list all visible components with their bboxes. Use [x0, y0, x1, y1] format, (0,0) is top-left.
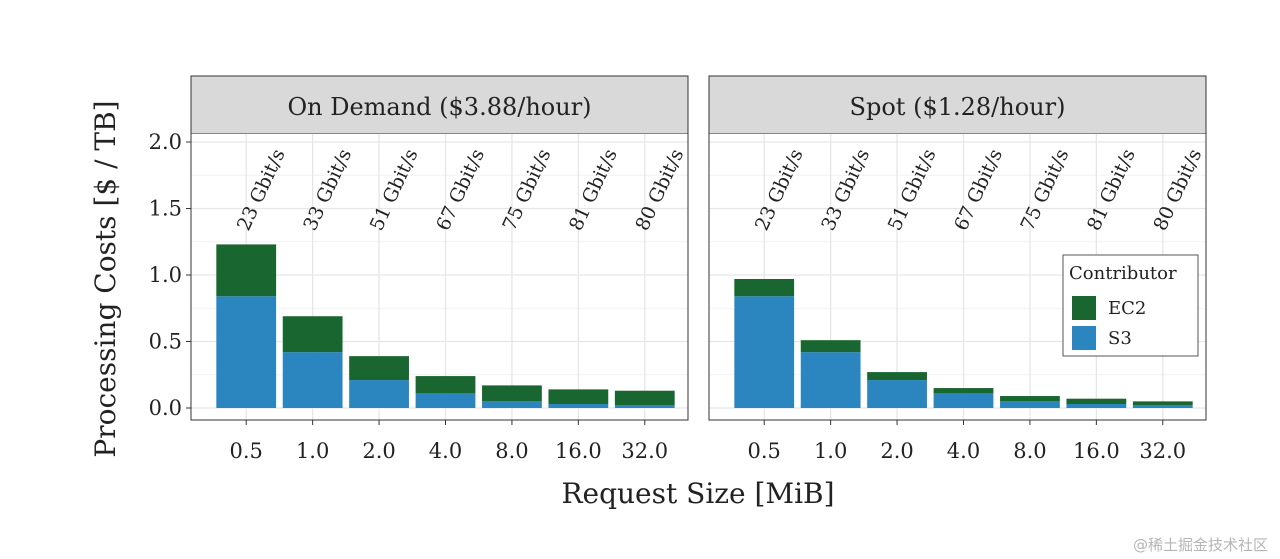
- bar-s3-32.0: [614, 405, 675, 408]
- x-tick-label: 2.0: [362, 439, 395, 463]
- bar-s3-8.0: [482, 401, 542, 408]
- bar-ec2-8.0: [482, 385, 542, 402]
- bar-ec2-4.0: [933, 388, 994, 394]
- bar-s3-1.0: [282, 352, 343, 408]
- bar-ec2-1.0: [282, 316, 343, 353]
- legend-swatch-ec2: [1072, 296, 1096, 320]
- bar-ec2-32.0: [1132, 401, 1193, 406]
- x-tick-label: 32.0: [1139, 439, 1186, 463]
- panel-border: [708, 75, 1207, 421]
- watermark: @稀土掘金技术社区: [1132, 536, 1268, 554]
- bar-s3-16.0: [548, 404, 609, 408]
- x-tick-label: 16.0: [1073, 439, 1120, 463]
- x-tick-label: 4.0: [429, 439, 462, 463]
- y-tick-label: 2.0: [149, 130, 182, 154]
- bar-s3-16.0: [1066, 404, 1127, 408]
- x-tick-label: 8.0: [495, 439, 528, 463]
- x-tick-label: 1.0: [814, 439, 847, 463]
- bar-s3-32.0: [1132, 405, 1193, 408]
- legend-label-s3: S3: [1108, 328, 1132, 349]
- bar-ec2-32.0: [614, 390, 675, 406]
- bar-s3-0.5: [216, 296, 277, 408]
- x-tick-label: 16.0: [555, 439, 602, 463]
- bar-s3-4.0: [933, 393, 994, 408]
- legend-title: Contributor: [1069, 263, 1177, 284]
- legend-label-ec2: EC2: [1108, 298, 1146, 319]
- bar-ec2-4.0: [415, 376, 476, 394]
- bar-ec2-16.0: [1066, 398, 1127, 405]
- bar-s3-1.0: [800, 352, 861, 408]
- facet-title: On Demand ($3.88/hour): [287, 93, 591, 121]
- bar-s3-2.0: [867, 380, 927, 408]
- y-axis-label: Processing Costs [$ / TB]: [89, 100, 122, 457]
- legend: Contributor EC2 S3: [1062, 254, 1199, 357]
- panel-border: [190, 75, 689, 421]
- y-tick-label: 0.5: [149, 330, 182, 354]
- bar-s3-0.5: [734, 296, 795, 408]
- bar-s3-8.0: [1000, 401, 1060, 408]
- y-tick-label: 1.5: [149, 197, 182, 221]
- x-tick-label: 8.0: [1013, 439, 1046, 463]
- bar-s3-4.0: [415, 393, 476, 408]
- bar-ec2-16.0: [548, 389, 609, 405]
- x-tick-label: 32.0: [621, 439, 668, 463]
- bar-ec2-8.0: [1000, 396, 1060, 402]
- facet-strip: [190, 75, 689, 135]
- bar-ec2-2.0: [349, 356, 409, 381]
- facet-panel-1: Spot ($1.28/hour)23 Gbit/s 33 Gbit/s 51 Gb…: [708, 75, 1207, 463]
- x-tick-label: 2.0: [880, 439, 913, 463]
- bar-ec2-1.0: [800, 340, 861, 353]
- x-tick-label: 1.0: [296, 439, 329, 463]
- y-tick-label: 0.0: [149, 396, 182, 420]
- facet-title: Spot ($1.28/hour): [850, 93, 1066, 121]
- x-tick-label: 4.0: [947, 439, 980, 463]
- facet-panel-0: On Demand ($3.88/hour)23 Gbit/s 33 Gbit/s…: [149, 75, 689, 463]
- bar-ec2-0.5: [216, 244, 277, 297]
- grid: [191, 134, 688, 420]
- y-tick-label: 1.0: [149, 263, 182, 287]
- bar-ec2-2.0: [867, 372, 927, 381]
- x-axis-label: Request Size [MiB]: [561, 477, 834, 510]
- legend-swatch-s3: [1072, 326, 1096, 350]
- x-tick-label: 0.5: [230, 439, 263, 463]
- bar-s3-2.0: [349, 380, 409, 408]
- facet-strip: [708, 75, 1207, 135]
- bar-ec2-0.5: [734, 278, 795, 297]
- x-tick-label: 0.5: [748, 439, 781, 463]
